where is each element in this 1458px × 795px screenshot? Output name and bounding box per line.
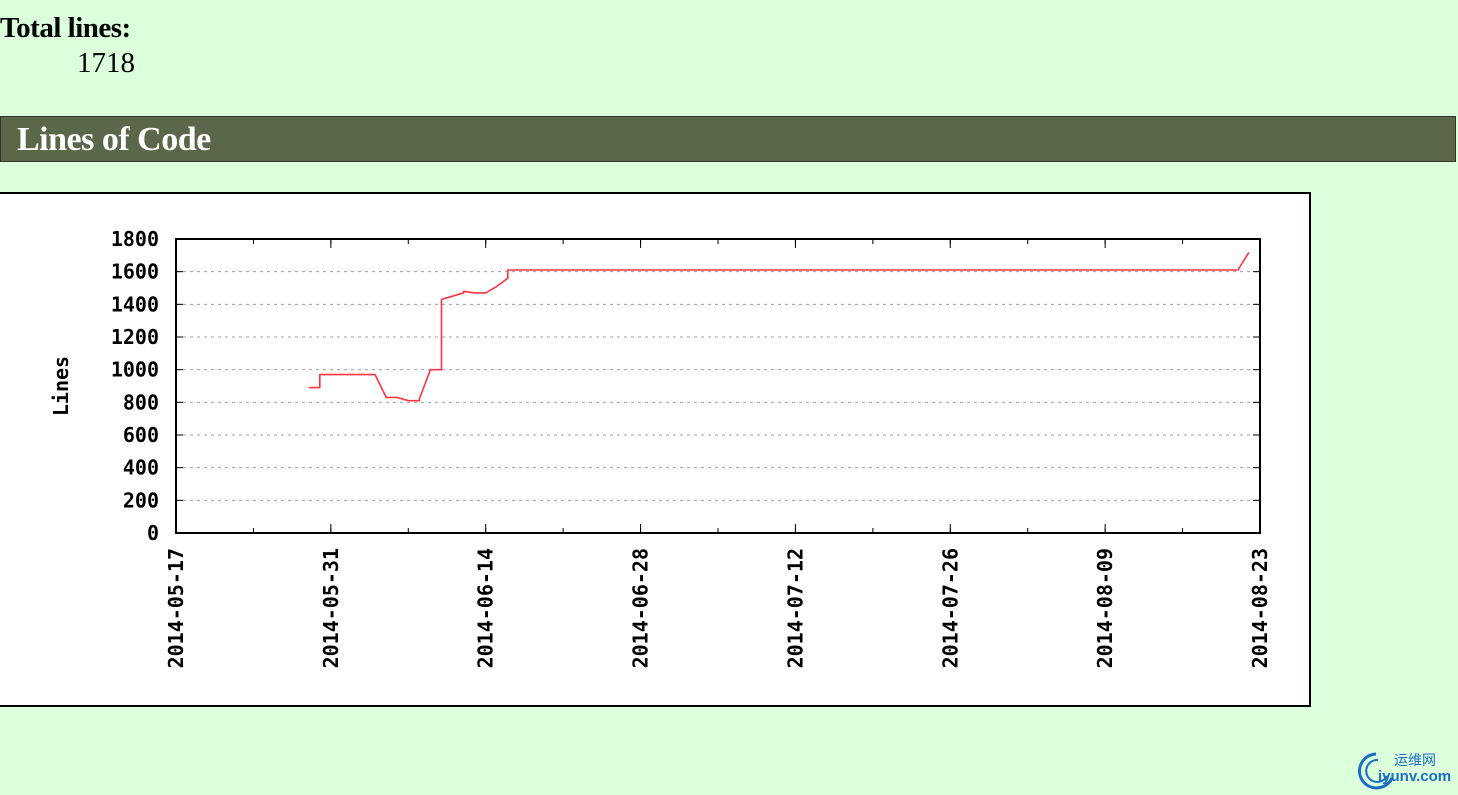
y-tick-label: 400 bbox=[123, 456, 159, 480]
total-lines-label: Total lines: bbox=[0, 10, 135, 46]
x-tick-label: 2014-08-23 bbox=[1248, 548, 1272, 668]
y-tick-label: 1200 bbox=[111, 325, 159, 349]
y-tick-label: 600 bbox=[123, 423, 159, 447]
y-tick-label: 0 bbox=[147, 521, 159, 545]
y-tick-label: 800 bbox=[123, 390, 159, 414]
x-tick-label: 2014-06-14 bbox=[474, 548, 498, 668]
watermark-en-text: iyunv.com bbox=[1378, 768, 1451, 785]
section-title: Lines of Code bbox=[0, 116, 1456, 162]
chart-canvas: 0 200 400 600 800 1000 1200 1400 1600 1800 2014-05… bbox=[0, 194, 1309, 705]
total-lines-value: 1718 bbox=[77, 46, 135, 80]
y-tick-label: 1600 bbox=[111, 260, 159, 284]
y-tick-label: 1800 bbox=[111, 227, 159, 251]
x-tick-label: 2014-05-31 bbox=[319, 548, 343, 668]
x-tick-label: 2014-06-28 bbox=[629, 548, 653, 668]
y-tick-label: 200 bbox=[123, 488, 159, 512]
y-tick-label: 1400 bbox=[111, 292, 159, 316]
stats-block: Total lines: 1718 bbox=[0, 10, 135, 80]
x-tick-label: 2014-07-12 bbox=[783, 548, 807, 668]
x-tick-label: 2014-08-09 bbox=[1093, 548, 1117, 668]
watermark-cn-text: 运维网 bbox=[1394, 750, 1436, 770]
watermark-logo: 运维网 iyunv.com bbox=[1354, 748, 1458, 790]
lines-of-code-chart: 0 200 400 600 800 1000 1200 1400 1600 1800 2014-05… bbox=[0, 192, 1311, 707]
x-tick-label: 2014-05-17 bbox=[164, 548, 188, 668]
series-line bbox=[309, 252, 1249, 400]
y-axis-label: Lines bbox=[49, 356, 73, 416]
plot-border bbox=[176, 239, 1260, 533]
x-tick-label: 2014-07-26 bbox=[938, 548, 962, 668]
y-tick-label: 1000 bbox=[111, 358, 159, 382]
